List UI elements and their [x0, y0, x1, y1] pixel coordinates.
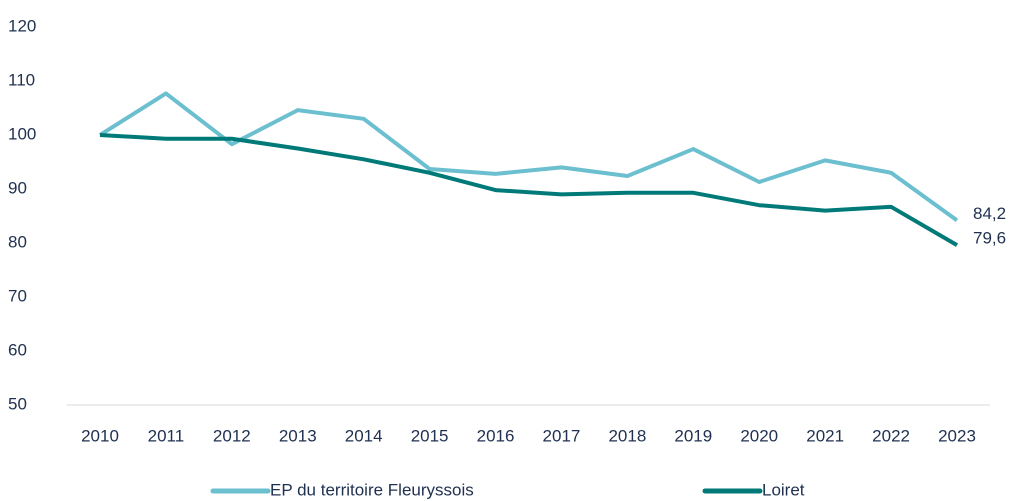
y-tick-label: 100	[8, 124, 36, 143]
data-label: 84,2	[973, 204, 1006, 223]
legend-label: EP du territoire Fleuryssois	[270, 480, 474, 499]
x-tick-label: 2019	[674, 426, 712, 445]
x-tick-label: 2021	[806, 426, 844, 445]
y-tick-label: 90	[8, 178, 27, 197]
x-tick-label: 2022	[872, 426, 910, 445]
y-tick-label: 70	[8, 286, 27, 305]
y-tick-label: 110	[8, 70, 35, 89]
x-tick-label: 2017	[543, 426, 581, 445]
line-series	[99, 133, 959, 247]
x-tick-label: 2016	[477, 426, 515, 445]
legend-label: Loiret	[762, 480, 805, 499]
legend: EP du territoire Fleuryssois Loiret	[210, 480, 805, 499]
y-tick-label: 50	[8, 394, 27, 413]
x-tick-label: 2013	[279, 426, 317, 445]
x-tick-label: 2011	[148, 426, 185, 445]
x-tick-label: 2015	[411, 426, 449, 445]
y-tick-label: 60	[8, 340, 27, 359]
y-tick-label: 80	[8, 232, 27, 251]
line-series	[98, 91, 959, 222]
x-tick-label: 2023	[938, 426, 976, 445]
y-tick-label: 120	[8, 16, 36, 35]
x-tick-label: 2014	[345, 426, 383, 445]
x-tick-label: 2020	[740, 426, 778, 445]
data-label: 79,6	[973, 229, 1006, 248]
x-tick-label: 2010	[81, 426, 119, 445]
x-tick-label: 2018	[608, 426, 646, 445]
x-tick-label: 2012	[213, 426, 251, 445]
